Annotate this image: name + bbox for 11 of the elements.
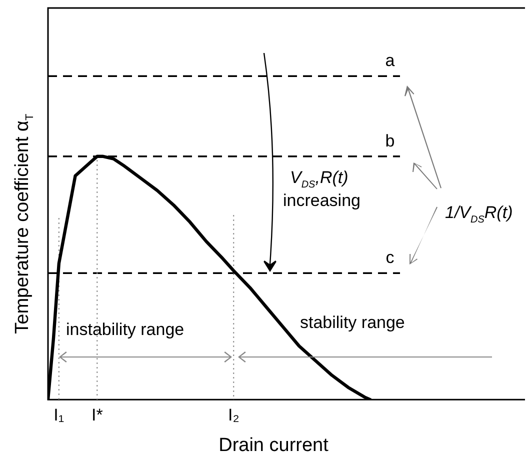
x-tick-label: I₁ <box>54 405 64 424</box>
ref-line-label: a <box>385 51 396 70</box>
x-tick-label: I* <box>91 405 104 424</box>
x-tick-label: I₂ <box>228 405 240 424</box>
x-axis-title: Drain current <box>218 435 330 456</box>
annotation: instability range <box>66 320 184 339</box>
ref-line-label: c <box>386 248 395 268</box>
annotation: increasing <box>283 191 360 210</box>
annotation: stability range <box>300 313 405 332</box>
y-axis-title: Temperature coefficient αT <box>12 113 36 334</box>
ref-line-label: b <box>385 131 395 150</box>
